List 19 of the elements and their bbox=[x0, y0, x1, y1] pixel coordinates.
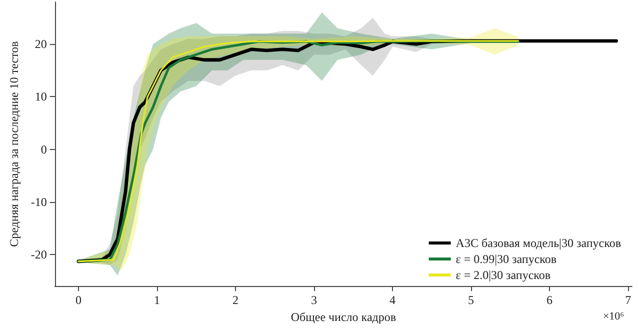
legend-label: ε = 0.99|30 запусков bbox=[456, 252, 557, 266]
y-tick-label: -20 bbox=[30, 248, 47, 262]
legend-label: ε = 2.0|30 запусков bbox=[456, 268, 551, 282]
x-tick-label: 3 bbox=[311, 293, 318, 308]
x-tick-label: 7 bbox=[625, 293, 632, 308]
x-tick-label: 6 bbox=[546, 293, 553, 308]
x-tick-label: 0 bbox=[75, 293, 82, 308]
y-axis-title: Средняя награда за последние 10 тестов bbox=[7, 40, 21, 247]
legend-label: A3C базовая модель|30 запусков bbox=[456, 236, 622, 250]
y-tick-label: 20 bbox=[34, 37, 47, 52]
y-tick-label: 0 bbox=[40, 142, 47, 156]
x-tick-label: 4 bbox=[390, 293, 396, 308]
x-tick-label: 1 bbox=[154, 293, 160, 308]
x-tick-label: 2 bbox=[232, 293, 238, 308]
x-tick-label: 5 bbox=[468, 293, 474, 308]
text: ×10⁶ bbox=[602, 310, 624, 322]
x-axis-title: Общее число кадров bbox=[290, 310, 396, 324]
y-tick-label: -10 bbox=[30, 194, 47, 209]
y-tick-label: 10 bbox=[34, 90, 47, 104]
